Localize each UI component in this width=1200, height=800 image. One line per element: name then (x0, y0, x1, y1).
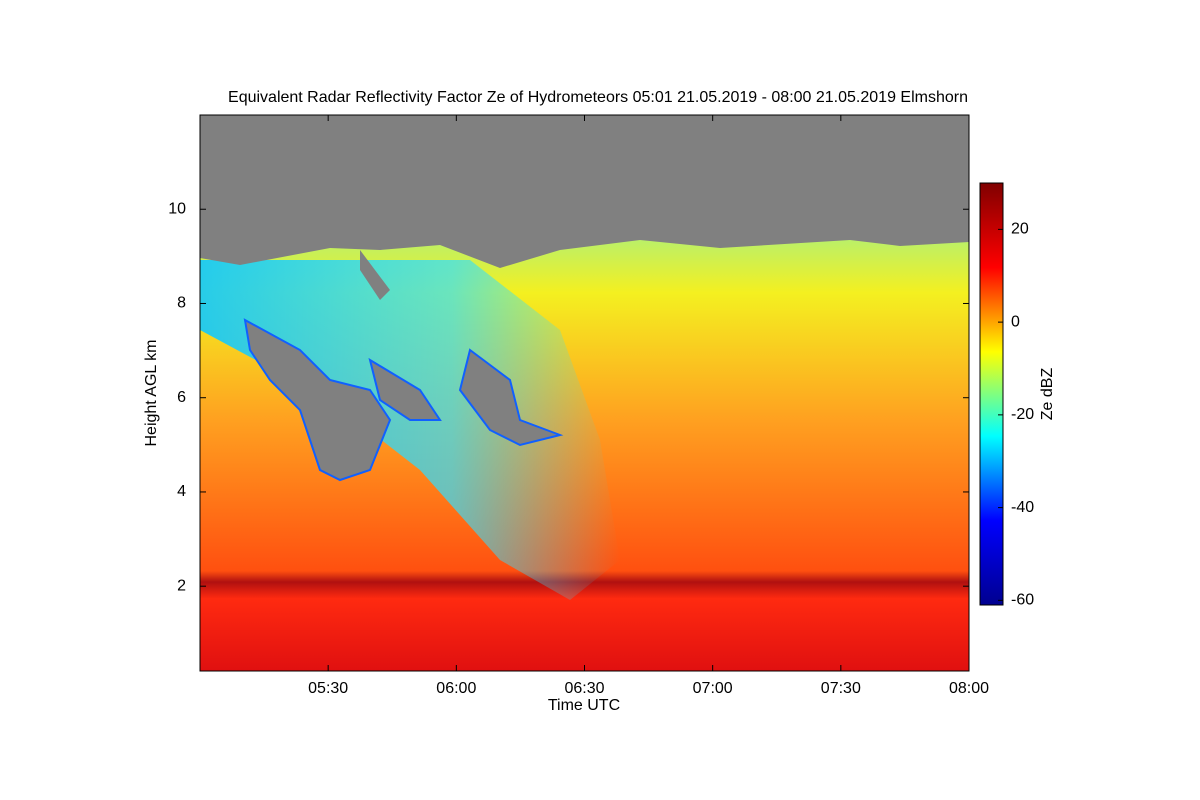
y-tick-label: 6 (177, 389, 186, 406)
colorbar-tick-label: -40 (1011, 499, 1034, 516)
colorbar-tick-label: -60 (1011, 592, 1034, 609)
radar-image (200, 115, 969, 671)
colorbar-frame (979, 182, 1004, 606)
x-tick-label: 06:30 (564, 680, 604, 697)
x-tick-label: 05:30 (308, 680, 348, 697)
colorbar-tick-label: 0 (1011, 313, 1020, 330)
x-tick-label: 08:00 (949, 680, 989, 697)
x-tick-label: 06:00 (436, 680, 476, 697)
x-tick-label: 07:00 (693, 680, 733, 697)
colorbar-label: Ze dBZ (1039, 368, 1056, 421)
y-tick-label: 2 (177, 577, 186, 594)
x-tick-label: 07:30 (821, 680, 861, 697)
y-axis-label: Height AGL km (143, 339, 160, 446)
x-axis-label: Time UTC (548, 697, 620, 714)
colorbar-tick-label: -20 (1011, 406, 1034, 423)
chart-title: Equivalent Radar Reflectivity Factor Ze … (228, 89, 968, 106)
colorbar-tick-label: 20 (1011, 221, 1029, 238)
y-tick-label: 8 (177, 295, 186, 312)
colorbar (980, 183, 1003, 605)
y-tick-label: 4 (177, 483, 186, 500)
y-tick-label: 10 (168, 200, 186, 217)
